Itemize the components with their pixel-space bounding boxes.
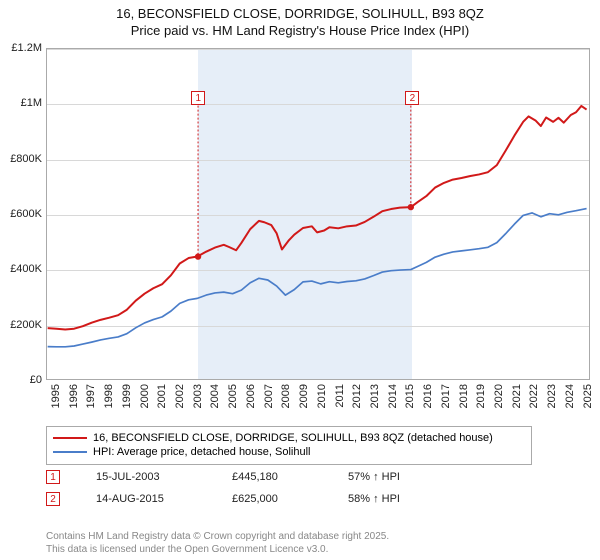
x-tick-label: 2001: [156, 384, 168, 408]
y-tick-label: £800K: [0, 153, 42, 165]
x-tick-label: 2005: [227, 384, 239, 408]
x-tick-label: 2011: [334, 384, 346, 408]
x-tick-label: 1999: [121, 384, 133, 408]
sale-price: £445,180: [232, 471, 312, 483]
x-tick-label: 2010: [316, 384, 328, 408]
chart-plot-area: 12: [46, 48, 590, 380]
x-tick-label: 2014: [387, 384, 399, 408]
x-tick-label: 2015: [404, 384, 416, 408]
sale-price: £625,000: [232, 493, 312, 505]
y-tick-label: £1M: [0, 97, 42, 109]
legend-swatch: [53, 437, 87, 439]
x-tick-label: 1998: [103, 384, 115, 408]
x-tick-label: 2020: [493, 384, 505, 408]
x-tick-label: 2021: [511, 384, 523, 408]
footer-line-1: Contains HM Land Registry data © Crown c…: [46, 531, 389, 544]
y-tick-label: £0: [0, 374, 42, 386]
chart-title: 16, BECONSFIELD CLOSE, DORRIDGE, SOLIHUL…: [0, 0, 600, 40]
x-tick-label: 2000: [139, 384, 151, 408]
chart-lines: [47, 49, 589, 379]
x-tick-label: 2003: [192, 384, 204, 408]
legend-item: 16, BECONSFIELD CLOSE, DORRIDGE, SOLIHUL…: [53, 431, 525, 445]
sale-marker: 2: [46, 492, 60, 506]
y-tick-label: £1.2M: [0, 42, 42, 54]
x-tick-label: 2016: [422, 384, 434, 408]
legend-swatch: [53, 451, 87, 453]
y-tick-label: £400K: [0, 263, 42, 275]
x-tick-label: 2017: [440, 384, 452, 408]
sale-date: 15-JUL-2003: [96, 471, 196, 483]
legend-item: HPI: Average price, detached house, Soli…: [53, 445, 525, 459]
sale-hpi: 57% ↑ HPI: [348, 471, 400, 483]
sale-date: 14-AUG-2015: [96, 493, 196, 505]
callout-marker: 1: [191, 91, 205, 105]
x-tick-label: 2002: [174, 384, 186, 408]
x-tick-label: 2004: [209, 384, 221, 408]
callout-marker: 2: [405, 91, 419, 105]
footer-line-2: This data is licensed under the Open Gov…: [46, 544, 389, 557]
legend-label: 16, BECONSFIELD CLOSE, DORRIDGE, SOLIHUL…: [93, 431, 493, 445]
sale-row: 1 15-JUL-2003 £445,180 57% ↑ HPI: [46, 466, 546, 488]
x-tick-label: 1997: [85, 384, 97, 408]
y-tick-label: £600K: [0, 208, 42, 220]
legend-label: HPI: Average price, detached house, Soli…: [93, 445, 311, 459]
x-tick-label: 2012: [351, 384, 363, 408]
x-tick-label: 1995: [50, 384, 62, 408]
sale-marker: 1: [46, 470, 60, 484]
x-tick-label: 2009: [298, 384, 310, 408]
x-tick-label: 2022: [528, 384, 540, 408]
x-tick-label: 2023: [546, 384, 558, 408]
x-tick-label: 2019: [475, 384, 487, 408]
series-hpi: [48, 209, 587, 347]
sale-row: 2 14-AUG-2015 £625,000 58% ↑ HPI: [46, 488, 546, 510]
x-tick-label: 2025: [582, 384, 594, 408]
x-tick-label: 2006: [245, 384, 257, 408]
x-tick-label: 2018: [458, 384, 470, 408]
x-tick-label: 1996: [68, 384, 80, 408]
title-line-1: 16, BECONSFIELD CLOSE, DORRIDGE, SOLIHUL…: [0, 6, 600, 23]
x-tick-label: 2013: [369, 384, 381, 408]
footer-attribution: Contains HM Land Registry data © Crown c…: [46, 531, 389, 556]
x-tick-label: 2008: [280, 384, 292, 408]
sale-hpi: 58% ↑ HPI: [348, 493, 400, 505]
x-tick-label: 2024: [564, 384, 576, 408]
y-tick-label: £200K: [0, 319, 42, 331]
sales-table: 1 15-JUL-2003 £445,180 57% ↑ HPI 2 14-AUG-201…: [46, 466, 546, 510]
series-price_paid: [48, 106, 587, 330]
title-line-2: Price paid vs. HM Land Registry's House …: [0, 23, 600, 40]
x-tick-label: 2007: [263, 384, 275, 408]
legend: 16, BECONSFIELD CLOSE, DORRIDGE, SOLIHUL…: [46, 426, 532, 465]
